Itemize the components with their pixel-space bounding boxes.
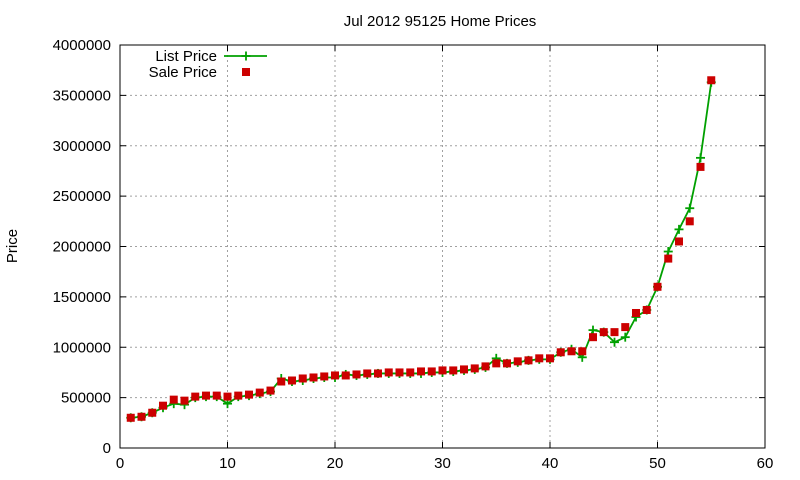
data-point-sale-price-39 — [546, 354, 554, 363]
tick-labels: 0 10 20 30 40 50 60 0 500000 1000000 1500000 200000… — [53, 37, 774, 472]
legend-label-list-price: List Price — [155, 48, 217, 65]
data-point-sale-price-17 — [309, 373, 318, 382]
data-point-sale-price-1 — [137, 412, 146, 421]
data-point-sale-price-0 — [126, 413, 135, 422]
y-tick-label-5: 2500000 — [53, 188, 111, 205]
data-point-sale-price-48 — [642, 305, 651, 314]
y-tick-label-0: 0 — [103, 440, 111, 457]
data-point-sale-price-3 — [159, 401, 167, 410]
data-point-sale-price-33 — [481, 362, 490, 371]
data-point-list-price-46 — [620, 332, 630, 342]
data-point-sale-price-10 — [234, 391, 243, 400]
data-point-sale-price-7 — [202, 391, 210, 400]
data-point-sale-price-41 — [567, 347, 576, 356]
data-point-sale-price-32 — [470, 364, 479, 373]
x-tick-label-0: 0 — [116, 455, 124, 472]
data-point-sale-price-6 — [191, 392, 200, 401]
data-point-list-price-45 — [610, 337, 619, 347]
grid-lines — [120, 45, 765, 448]
data-point-sale-price-44 — [599, 328, 608, 337]
data-point-sale-price-38 — [535, 354, 544, 363]
data-point-sale-price-18 — [320, 372, 329, 381]
x-tick-label-3: 30 — [434, 455, 451, 472]
data-point-sale-price-49 — [653, 282, 662, 291]
y-tick-label-7: 3500000 — [53, 87, 111, 104]
data-point-sale-price-31 — [460, 365, 468, 374]
data-point-sale-price-23 — [374, 369, 382, 378]
y-tick-label-4: 2000000 — [53, 239, 111, 256]
data-point-sale-price-30 — [449, 366, 458, 375]
data-point-sale-price-54 — [707, 76, 716, 85]
data-point-sale-price-25 — [395, 368, 404, 377]
data-point-list-price-50 — [663, 247, 673, 257]
data-point-sale-price-43 — [589, 333, 597, 342]
data-point-sale-price-5 — [180, 396, 189, 405]
y-tick-label-6: 3000000 — [53, 138, 111, 155]
series-marks — [126, 76, 716, 423]
data-point-sale-price-14 — [277, 377, 286, 386]
axes — [119, 44, 766, 449]
data-point-sale-price-20 — [341, 371, 350, 380]
data-point-sale-price-19 — [331, 371, 339, 380]
data-point-list-price-9 — [223, 399, 232, 409]
data-point-sale-price-29 — [438, 366, 447, 375]
legend-label-sale-price: Sale Price — [149, 64, 217, 81]
data-point-sale-price-15 — [288, 376, 296, 385]
data-point-sale-price-16 — [298, 374, 307, 383]
data-point-sale-price-21 — [352, 370, 361, 379]
data-point-sale-price-37 — [524, 356, 533, 365]
legend-marker-list-price — [241, 51, 251, 61]
data-point-sale-price-12 — [255, 388, 264, 397]
data-point-sale-price-9 — [223, 392, 232, 401]
data-point-sale-price-24 — [384, 368, 393, 377]
data-point-list-price-43 — [588, 325, 598, 335]
data-point-sale-price-51 — [675, 237, 683, 246]
data-point-sale-price-52 — [685, 217, 694, 226]
data-point-sale-price-45 — [610, 328, 619, 337]
y-tick-label-1: 500000 — [61, 390, 111, 407]
data-point-sale-price-13 — [266, 386, 275, 395]
data-point-sale-price-42 — [578, 347, 587, 356]
data-point-sale-price-28 — [427, 367, 436, 376]
data-point-sale-price-8 — [212, 391, 221, 400]
series-sale-price — [126, 76, 716, 422]
chart-title: Jul 2012 95125 Home Prices — [344, 13, 537, 30]
data-point-sale-price-4 — [169, 395, 178, 404]
data-point-sale-price-36 — [513, 357, 522, 366]
data-point-sale-price-11 — [245, 390, 253, 399]
y-tick-label-8: 4000000 — [53, 37, 111, 54]
data-point-list-price-51 — [674, 224, 684, 234]
x-tick-label-1: 10 — [219, 455, 236, 472]
x-tick-label-5: 50 — [649, 455, 666, 472]
data-point-sale-price-35 — [503, 359, 511, 368]
data-point-list-price-53 — [696, 153, 705, 163]
data-point-sale-price-46 — [621, 323, 630, 332]
data-point-sale-price-27 — [417, 367, 425, 376]
data-point-sale-price-47 — [632, 308, 640, 317]
legend-marker-sale-price — [242, 68, 250, 76]
x-tick-label-2: 20 — [327, 455, 344, 472]
x-tick-label-4: 40 — [542, 455, 559, 472]
data-point-sale-price-34 — [492, 359, 501, 368]
y-tick-label-3: 1500000 — [53, 289, 111, 306]
y-tick-label-2: 1000000 — [53, 339, 111, 356]
data-point-sale-price-50 — [664, 254, 673, 263]
data-point-sale-price-2 — [148, 408, 157, 417]
data-point-sale-price-26 — [406, 368, 415, 377]
data-point-sale-price-22 — [363, 369, 372, 378]
data-point-sale-price-40 — [556, 348, 565, 357]
y-axis-label: Price — [4, 229, 21, 263]
data-point-sale-price-53 — [696, 162, 705, 171]
data-point-list-price-52 — [685, 203, 695, 213]
x-tick-label-6: 60 — [757, 455, 774, 472]
